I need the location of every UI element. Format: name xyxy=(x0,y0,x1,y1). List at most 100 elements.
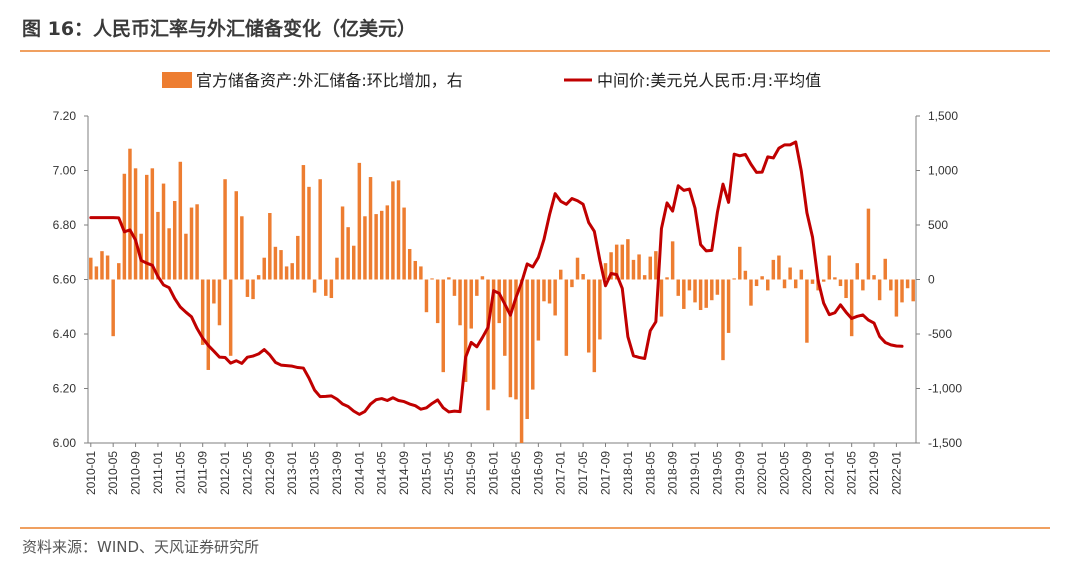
bar xyxy=(402,207,406,280)
bar xyxy=(631,259,636,280)
bar xyxy=(396,180,401,280)
bar xyxy=(458,279,462,326)
bar xyxy=(100,251,104,280)
bar xyxy=(598,279,602,340)
bar xyxy=(184,233,188,280)
x-tick-label: 2016-01 xyxy=(487,451,501,495)
bar xyxy=(435,279,440,324)
bar xyxy=(782,279,787,289)
y-left-tick-label: 7.00 xyxy=(53,164,77,178)
x-tick-label: 2011-09 xyxy=(196,451,210,494)
bar xyxy=(715,279,720,295)
bar xyxy=(693,279,697,303)
x-tick-label: 2013-01 xyxy=(285,451,299,495)
bar xyxy=(178,161,183,280)
x-tick-label: 2019-09 xyxy=(733,451,747,495)
x-tick-label: 2014-01 xyxy=(352,451,366,495)
bar xyxy=(698,279,703,311)
bar xyxy=(732,278,736,280)
bar xyxy=(726,279,731,333)
x-tick-label: 2018-05 xyxy=(643,451,657,495)
bar xyxy=(385,205,390,280)
bar xyxy=(586,279,591,353)
y-left-tick-label: 7.20 xyxy=(53,109,77,123)
bar xyxy=(559,269,563,280)
bar xyxy=(626,239,630,280)
x-tick-label: 2015-05 xyxy=(442,451,456,495)
bar xyxy=(833,277,837,280)
bar xyxy=(519,279,524,443)
bar xyxy=(340,206,345,280)
bar xyxy=(654,251,658,280)
y-right-tick-label: 1,000 xyxy=(928,164,958,178)
bar xyxy=(497,279,501,324)
bar xyxy=(861,279,865,291)
bar xyxy=(799,269,804,280)
x-tick-label: 2021-01 xyxy=(822,451,836,495)
bar xyxy=(911,279,915,302)
bar xyxy=(581,274,585,280)
bar xyxy=(352,245,356,280)
bar xyxy=(838,279,843,287)
chart-legend: 官方储备资产:外汇储备:环比增加，右 中间价:美元兑人民币:月:平均值 xyxy=(162,71,821,90)
bar xyxy=(570,279,574,288)
bar xyxy=(486,279,490,411)
bar xyxy=(441,279,445,373)
bar xyxy=(603,263,608,280)
bar xyxy=(463,279,468,382)
y-right-tick-label: -500 xyxy=(928,327,952,341)
bar xyxy=(866,208,871,280)
bar xyxy=(301,165,306,280)
bar xyxy=(553,279,557,316)
bar xyxy=(670,241,675,280)
x-tick-label: 2019-01 xyxy=(688,451,702,495)
bar xyxy=(368,177,373,280)
legend-bar-label: 官方储备资产:外汇储备:环比增加，右 xyxy=(196,71,463,90)
x-tick-label: 2012-09 xyxy=(263,451,277,495)
bar xyxy=(738,246,742,280)
bar xyxy=(777,255,781,280)
bar xyxy=(682,279,686,309)
x-tick-label: 2014-05 xyxy=(375,451,389,495)
bar xyxy=(117,263,121,280)
bar xyxy=(156,211,160,280)
bar xyxy=(749,279,753,306)
bar xyxy=(614,244,619,280)
bar xyxy=(391,181,395,280)
bar xyxy=(217,279,222,326)
y-right-tick-label: -1,000 xyxy=(928,382,962,396)
x-tick-label: 2012-01 xyxy=(218,451,232,495)
chart-title: 图 16：人民币汇率与外汇储备变化（亿美元） xyxy=(22,18,417,40)
bar xyxy=(251,279,255,300)
bar xyxy=(609,252,613,280)
bar xyxy=(564,279,569,356)
bar xyxy=(805,279,809,343)
x-tick-label: 2021-09 xyxy=(867,451,881,495)
bar xyxy=(469,279,473,329)
x-tick-label: 2013-05 xyxy=(308,451,322,495)
bar xyxy=(766,279,770,291)
bar xyxy=(788,267,792,280)
bar xyxy=(240,216,244,280)
x-tick-label: 2022-01 xyxy=(889,451,903,495)
bar xyxy=(268,213,272,280)
bar xyxy=(407,248,412,280)
y-right-tick-label: 1,500 xyxy=(928,109,958,123)
bar xyxy=(793,279,798,289)
x-tick-label: 2021-05 xyxy=(845,451,859,495)
bar xyxy=(855,263,859,280)
bar xyxy=(827,255,832,280)
legend-line-label: 中间价:美元兑人民币:月:平均值 xyxy=(597,71,821,90)
line-series xyxy=(89,140,904,416)
bar xyxy=(128,148,132,280)
x-tick-label: 2016-05 xyxy=(509,451,523,495)
y-right-tick-label: -1,500 xyxy=(928,436,962,450)
bar xyxy=(245,279,250,297)
bar xyxy=(430,278,434,280)
x-tick-label: 2015-09 xyxy=(464,451,478,495)
x-tick-label: 2018-09 xyxy=(666,451,680,495)
bar xyxy=(379,210,384,280)
bar-series xyxy=(89,148,915,443)
bar xyxy=(145,174,149,280)
bar xyxy=(296,235,300,280)
